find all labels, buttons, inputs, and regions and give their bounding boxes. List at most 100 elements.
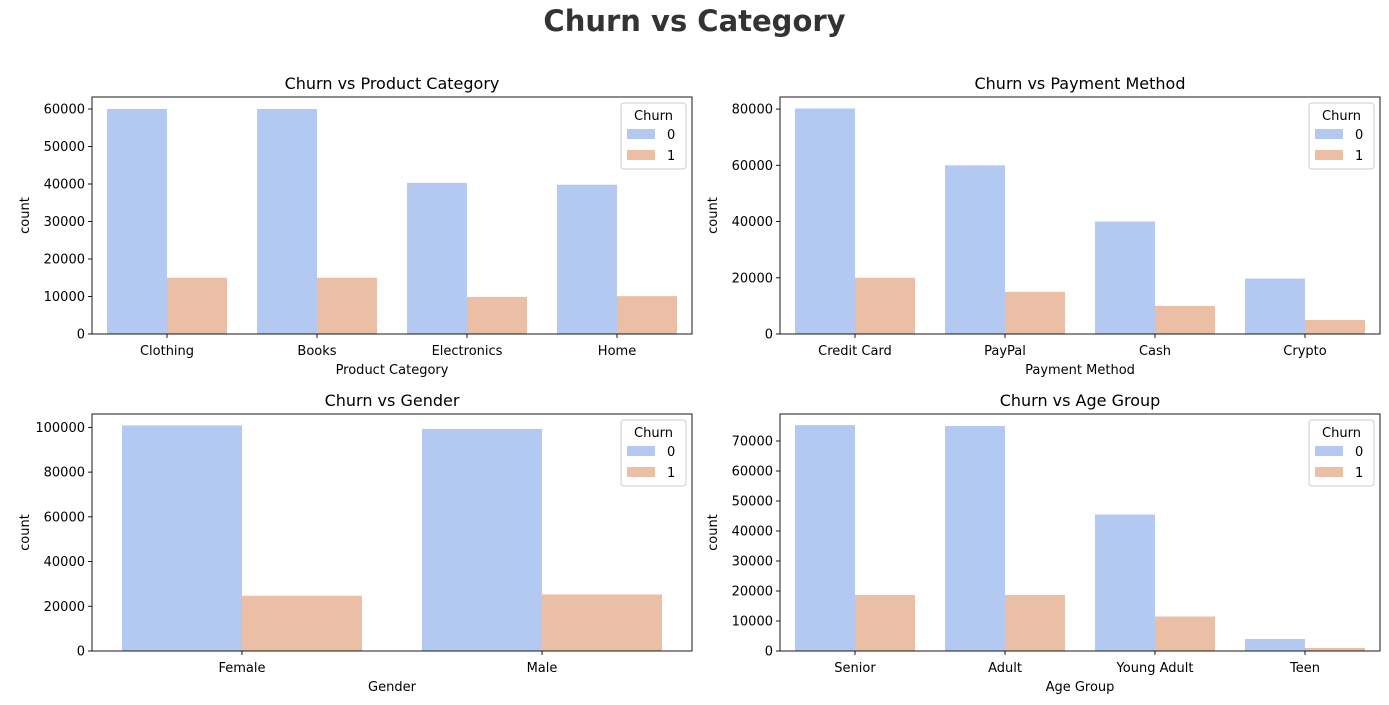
y-axis-label: count [706, 197, 721, 234]
y-axis-label: count [18, 197, 33, 234]
y-tick-label: 30000 [44, 215, 85, 230]
bar-cash-churn-0 [1095, 221, 1155, 334]
x-tick-label: Adult [988, 661, 1022, 676]
bar-female-churn-0 [122, 425, 242, 651]
x-tick-label: Teen [1289, 661, 1320, 676]
bar-clothing-churn-0 [107, 109, 167, 334]
legend-label: 1 [667, 149, 675, 164]
x-tick-label: Crypto [1283, 344, 1326, 359]
x-tick-label: Books [297, 344, 336, 359]
x-tick-label: PayPal [984, 344, 1026, 359]
y-tick-label: 0 [77, 645, 85, 660]
legend-label: 0 [667, 445, 675, 460]
bar-young-adult-churn-0 [1095, 514, 1155, 651]
bar-senior-churn-0 [795, 425, 855, 651]
y-tick-label: 10000 [44, 290, 85, 305]
y-tick-label: 40000 [732, 215, 773, 230]
y-tick-label: 0 [765, 328, 773, 343]
subplot-title: Churn vs Gender [325, 391, 460, 410]
y-tick-label: 0 [77, 328, 85, 343]
x-tick-label: Young Adult [1116, 661, 1194, 676]
y-tick-label: 20000 [44, 253, 85, 268]
bar-adult-churn-0 [945, 426, 1005, 651]
plot-frame [91, 413, 693, 652]
plot-frame [91, 96, 693, 335]
x-tick-label: Clothing [140, 344, 194, 359]
y-tick-label: 80000 [44, 466, 85, 481]
legend: Churn 0 1 [1308, 102, 1375, 170]
y-tick-label: 60000 [44, 103, 85, 118]
bar-male-churn-1 [542, 594, 662, 651]
subplot-2: 0 20000 40000 60000 80000 Credit Card PayPal Ca… [706, 74, 1381, 378]
legend-label: 1 [1355, 466, 1363, 481]
subplot-3: 0 20000 40000 60000 80000 100000 Female Male Chu… [18, 391, 693, 695]
bar-paypal-churn-0 [945, 165, 1005, 334]
legend-label: 1 [1355, 149, 1363, 164]
y-tick-label: 20000 [732, 585, 773, 600]
y-tick-label: 60000 [732, 159, 773, 174]
y-tick-label: 50000 [44, 140, 85, 155]
legend-swatch-0 [627, 446, 655, 456]
legend: Churn 0 1 [620, 102, 687, 170]
bar-male-churn-0 [422, 428, 542, 651]
bar-crypto-churn-0 [1245, 278, 1305, 334]
bar-books-churn-1 [317, 277, 377, 334]
bar-crypto-churn-1 [1305, 319, 1365, 334]
legend-swatch-0 [627, 129, 655, 139]
y-tick-label: 60000 [44, 510, 85, 525]
legend: Churn 0 1 [1308, 419, 1375, 487]
bar-home-churn-0 [557, 184, 617, 334]
x-tick-label: Male [527, 661, 558, 676]
x-tick-label: Home [598, 344, 636, 359]
legend-swatch-1 [1315, 467, 1343, 477]
y-axis-label: count [18, 514, 33, 551]
legend-title: Churn [1322, 426, 1361, 441]
y-tick-label: 70000 [732, 435, 773, 450]
y-axis-label: count [706, 514, 721, 551]
subplot-4: 0 10000 20000 30000 40000 50000 60000 70000 Seni… [706, 391, 1381, 695]
y-tick-label: 60000 [732, 465, 773, 480]
y-tick-label: 20000 [732, 271, 773, 286]
subplot-title: Churn vs Product Category [285, 74, 500, 93]
y-tick-label: 80000 [732, 103, 773, 118]
legend-title: Churn [634, 109, 673, 124]
y-tick-label: 40000 [732, 525, 773, 540]
legend-title: Churn [1322, 109, 1361, 124]
bar-electronics-churn-0 [407, 182, 467, 334]
x-tick-label: Credit Card [818, 344, 892, 359]
legend-label: 1 [667, 466, 675, 481]
legend: Churn 0 1 [620, 419, 687, 487]
x-axis-label: Gender [368, 680, 417, 695]
x-axis-label: Age Group [1046, 680, 1115, 695]
y-tick-label: 10000 [732, 615, 773, 630]
bar-credit-card-churn-0 [795, 108, 855, 334]
legend-swatch-1 [1315, 150, 1343, 160]
y-tick-label: 30000 [732, 555, 773, 570]
bar-credit-card-churn-1 [855, 277, 915, 334]
bar-female-churn-1 [242, 595, 362, 651]
y-tick-label: 40000 [44, 178, 85, 193]
bar-cash-churn-1 [1155, 305, 1215, 334]
plot-frame [779, 413, 1381, 652]
y-tick-label: 100000 [35, 421, 85, 436]
y-tick-label: 0 [765, 645, 773, 660]
bar-clothing-churn-1 [167, 277, 227, 334]
subplot-title: Churn vs Age Group [1000, 391, 1161, 410]
bar-home-churn-1 [617, 296, 677, 334]
legend-label: 0 [1355, 445, 1363, 460]
legend-label: 0 [667, 128, 675, 143]
bar-young-adult-churn-1 [1155, 616, 1215, 651]
bar-paypal-churn-1 [1005, 291, 1065, 334]
legend-swatch-0 [1315, 446, 1343, 456]
legend-swatch-1 [627, 467, 655, 477]
subplot-title: Churn vs Payment Method [974, 74, 1185, 93]
x-tick-label: Electronics [432, 344, 503, 359]
y-tick-label: 50000 [732, 495, 773, 510]
bar-electronics-churn-1 [467, 296, 527, 334]
x-tick-label: Senior [834, 661, 876, 676]
x-axis-label: Payment Method [1025, 363, 1135, 378]
bar-adult-churn-1 [1005, 594, 1065, 651]
figure-title: Churn vs Category [543, 4, 846, 38]
plot-frame [779, 96, 1381, 335]
